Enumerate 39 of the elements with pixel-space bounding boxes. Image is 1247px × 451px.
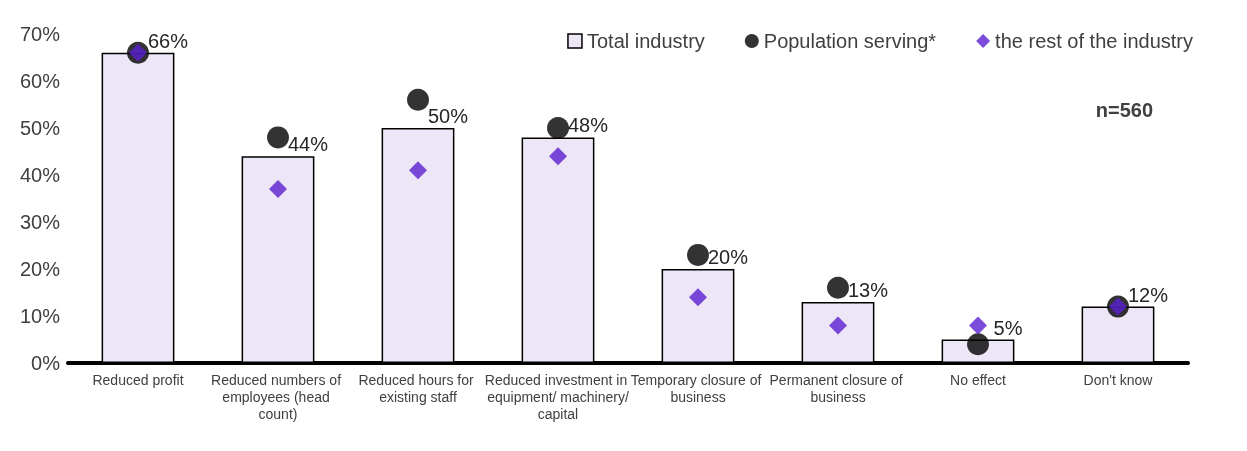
annotation: n=560	[1095, 99, 1153, 121]
data-label: 13%	[847, 278, 889, 301]
point	[269, 180, 287, 199]
point	[969, 316, 987, 335]
point	[689, 288, 707, 307]
x-tick-label: Reduced investment in equipment/ machinery/capital	[484, 371, 632, 422]
y-tick-label: 30%	[19, 211, 61, 233]
x-tick-label: Temporary closure of business	[630, 371, 766, 405]
legend-label: Population serving*	[763, 30, 937, 52]
data-label: 12%	[1127, 283, 1169, 306]
y-tick-label: 10%	[19, 305, 61, 327]
x-tick-label: Don't know	[1083, 371, 1154, 388]
y-tick-label: 60%	[19, 70, 61, 92]
point	[549, 147, 567, 166]
x-tick-label: No effect	[950, 371, 1006, 388]
legend-label: Total industry	[586, 30, 705, 52]
x-tick-label: Reduced profit	[92, 371, 184, 388]
data-label: 20%	[707, 246, 749, 268]
legend-label: the rest of the industry	[995, 30, 1194, 52]
point	[267, 126, 289, 149]
x-tick-label: Reduced numbers of employees (head count)	[211, 371, 345, 422]
y-tick-label: 70%	[19, 23, 61, 45]
point	[409, 161, 427, 180]
data-label: 5%	[993, 316, 1023, 339]
data-label: 44%	[287, 133, 329, 156]
point	[967, 333, 989, 356]
y-tick-label: 40%	[19, 164, 61, 186]
x-tick-label: Reduced hours for existing staff	[358, 371, 478, 405]
data-label: 66%	[147, 29, 189, 52]
y-tick-label: 20%	[19, 258, 61, 280]
data-label: 48%	[567, 114, 609, 137]
point	[407, 88, 429, 111]
x-tick-label: Permanent closure of business	[769, 371, 907, 405]
point	[827, 276, 849, 299]
point	[687, 243, 709, 266]
data-label: 50%	[427, 105, 469, 127]
y-tick-label: 0%	[31, 352, 61, 374]
point	[547, 117, 569, 139]
y-tick-label: 50%	[19, 117, 61, 139]
